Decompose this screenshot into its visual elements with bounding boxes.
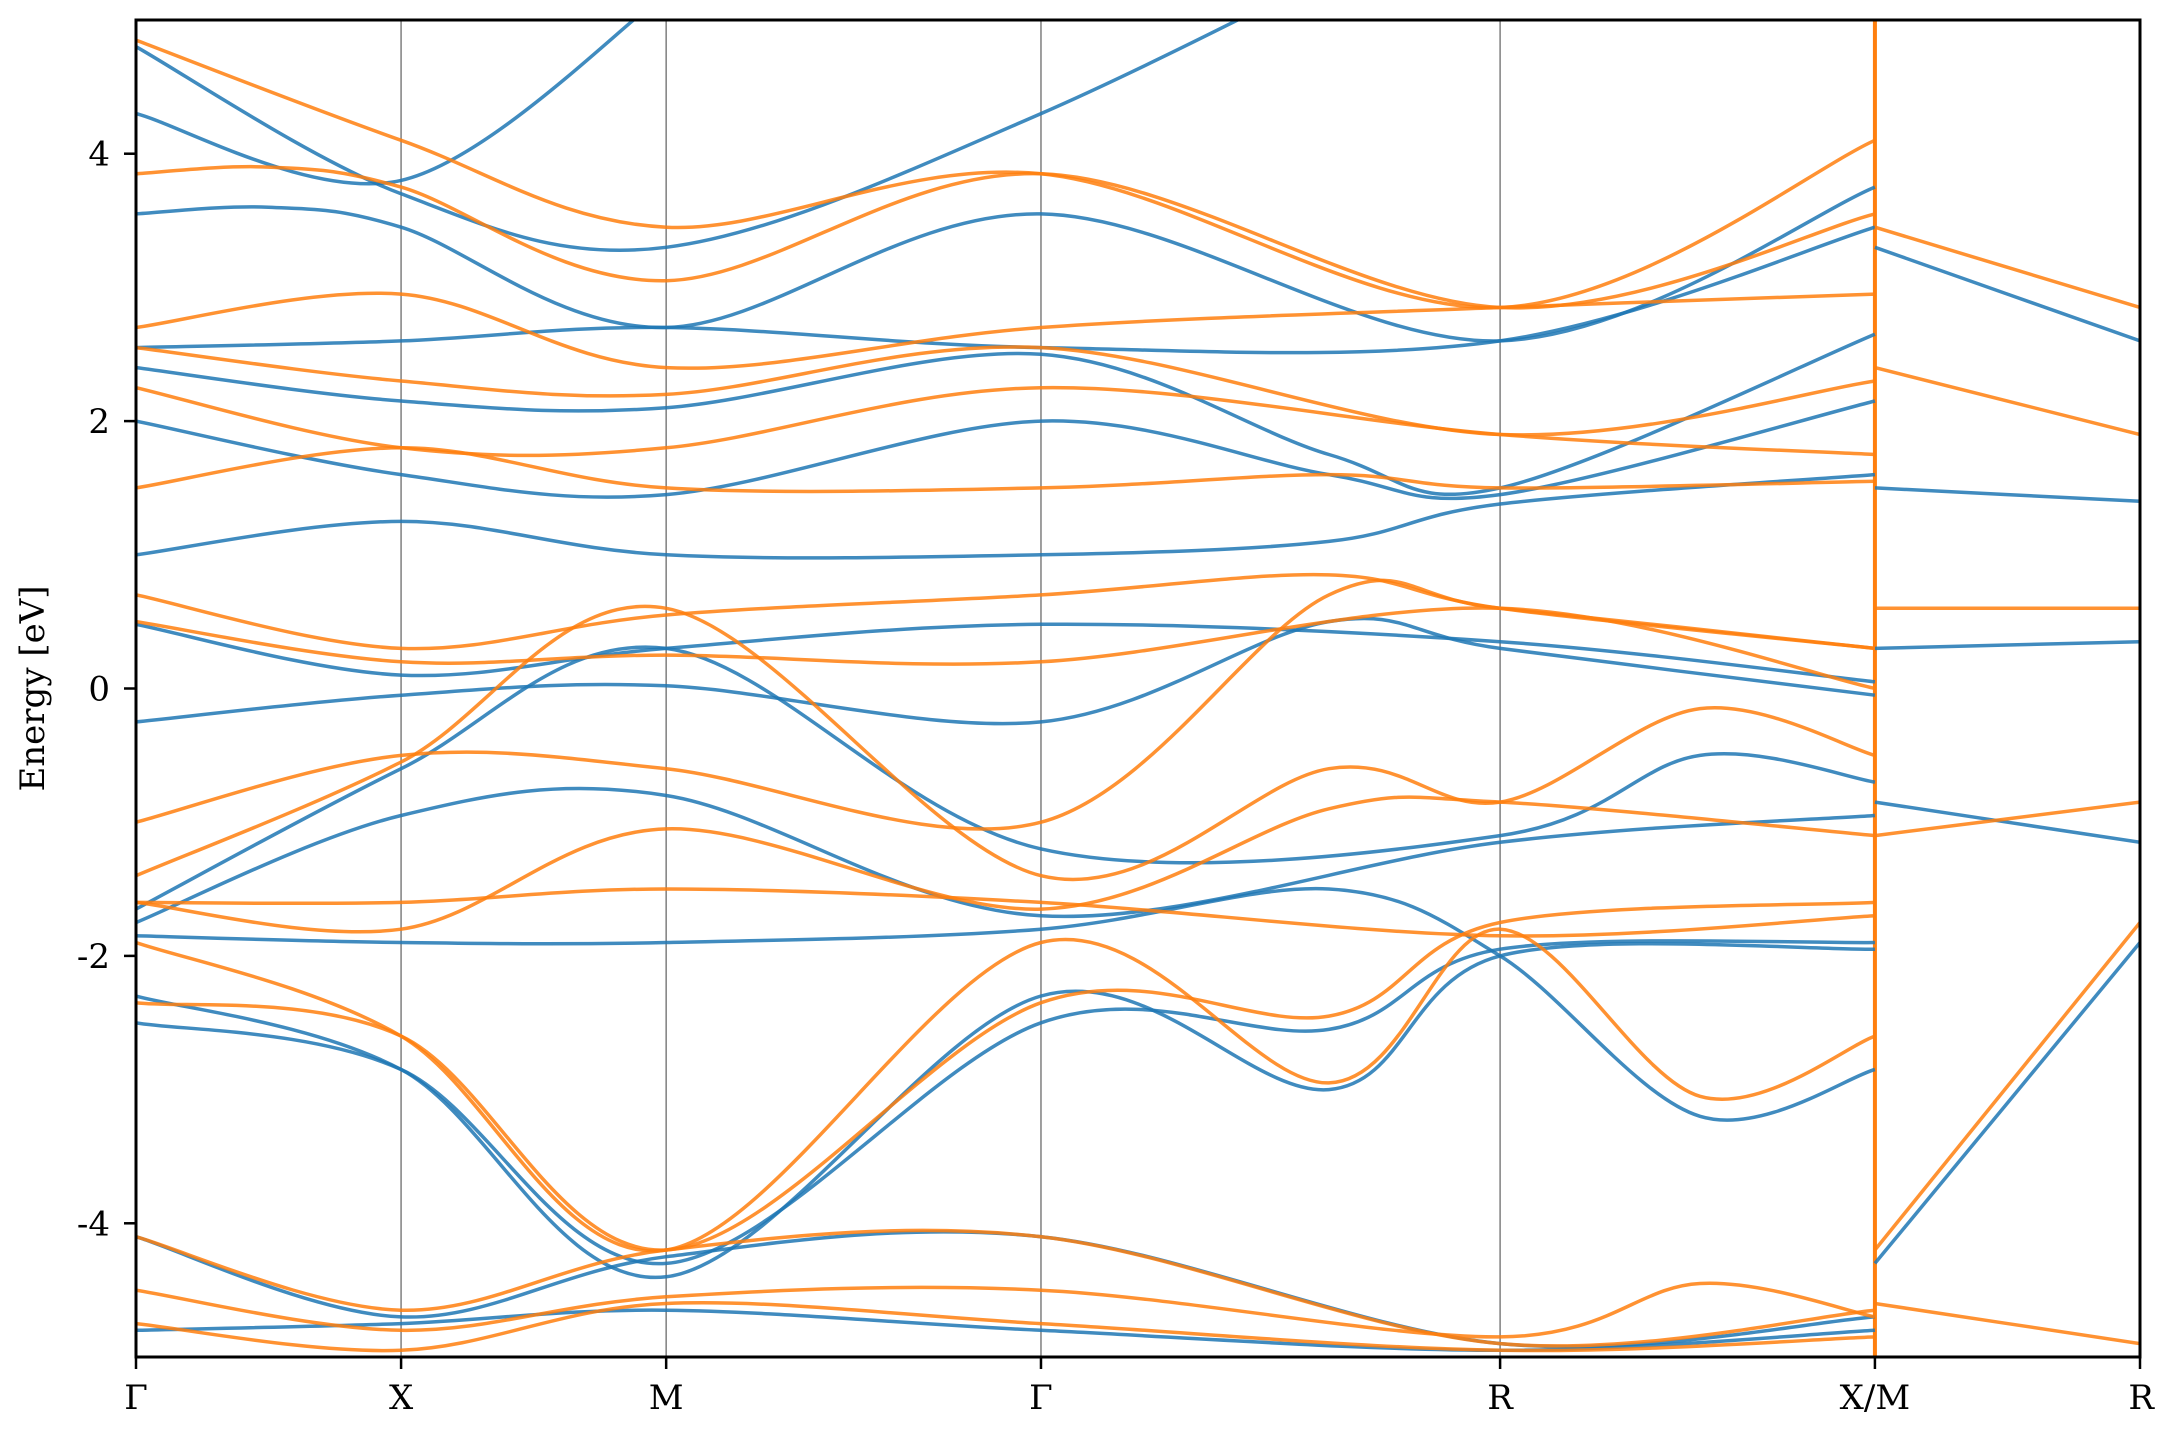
orange-band-line (1874, 225, 2140, 310)
y-tick-label: 4 (88, 135, 110, 175)
x-tick-label: X (389, 1378, 414, 1418)
blue-band-line (136, 941, 1875, 1280)
orange-band-line (136, 572, 1876, 651)
blue-band-line (136, 472, 1876, 560)
blue-band-line (136, 20, 1242, 253)
orange-band-line (1874, 365, 2140, 437)
orange-band-line (136, 164, 1876, 310)
plot-frame (134, 18, 2142, 1359)
blue-band-line (1874, 800, 2140, 845)
orange-band-line (136, 291, 1875, 370)
y-tick-label: 0 (88, 670, 110, 710)
blue-band-line (1874, 245, 2140, 343)
y-axis-label: Energy [eV] (13, 585, 53, 791)
y-tick-label: 2 (88, 402, 110, 442)
orange-band-line (136, 38, 1876, 310)
blue-band-line (136, 332, 1876, 497)
orange-band-line (136, 385, 1875, 458)
y-axis-ticks: 4 2 0 -2 -4 (77, 135, 136, 1244)
blue-band-line (1874, 639, 2140, 651)
x-tick-label: Γ (124, 1378, 148, 1418)
y-tick-label: -4 (77, 1204, 110, 1244)
blue-band-line (136, 645, 1876, 911)
x-tick-label: M (649, 1378, 684, 1418)
orange-band-line (1873, 921, 2140, 1252)
blue-band-line (136, 886, 1876, 1122)
x-tick-label: Γ (1029, 1378, 1053, 1418)
orange-band-line (1874, 800, 2140, 838)
blue-band-line (136, 622, 1876, 684)
orange-band-line (136, 345, 1876, 437)
x-tick-label: R (2128, 1378, 2155, 1418)
blue-band-line (1873, 941, 2140, 1265)
x-tick-label: X/M (1840, 1378, 1910, 1418)
blue-band-line (1874, 486, 2140, 504)
orange-band-line (136, 927, 1876, 1253)
orange-band-line (136, 578, 1876, 831)
blue-band-line (136, 399, 1876, 501)
blue-band-line (136, 616, 1876, 726)
band-series (136, 20, 2140, 1353)
orange-band-line (136, 1301, 1875, 1353)
orange-band-line (136, 887, 1875, 938)
orange-band-line (136, 900, 1875, 1252)
blue-band-line (136, 225, 1876, 355)
orange-band-line (136, 446, 1875, 494)
orange-band-line (136, 795, 1876, 934)
high-symmetry-lines (400, 20, 1877, 1357)
orange-band-line (1874, 1301, 2140, 1346)
x-axis-ticks: Γ X M Γ R X/M R (124, 1357, 2155, 1418)
orange-band-line (136, 1228, 1876, 1348)
x-tick-label: R (1487, 1378, 1514, 1418)
orange-band-line (136, 604, 1876, 882)
orange-band-line (136, 1281, 1876, 1339)
blue-band-line (136, 939, 1875, 1266)
blue-band-line (136, 20, 637, 186)
y-tick-label: -2 (77, 937, 110, 977)
blue-band-line (136, 185, 1876, 343)
